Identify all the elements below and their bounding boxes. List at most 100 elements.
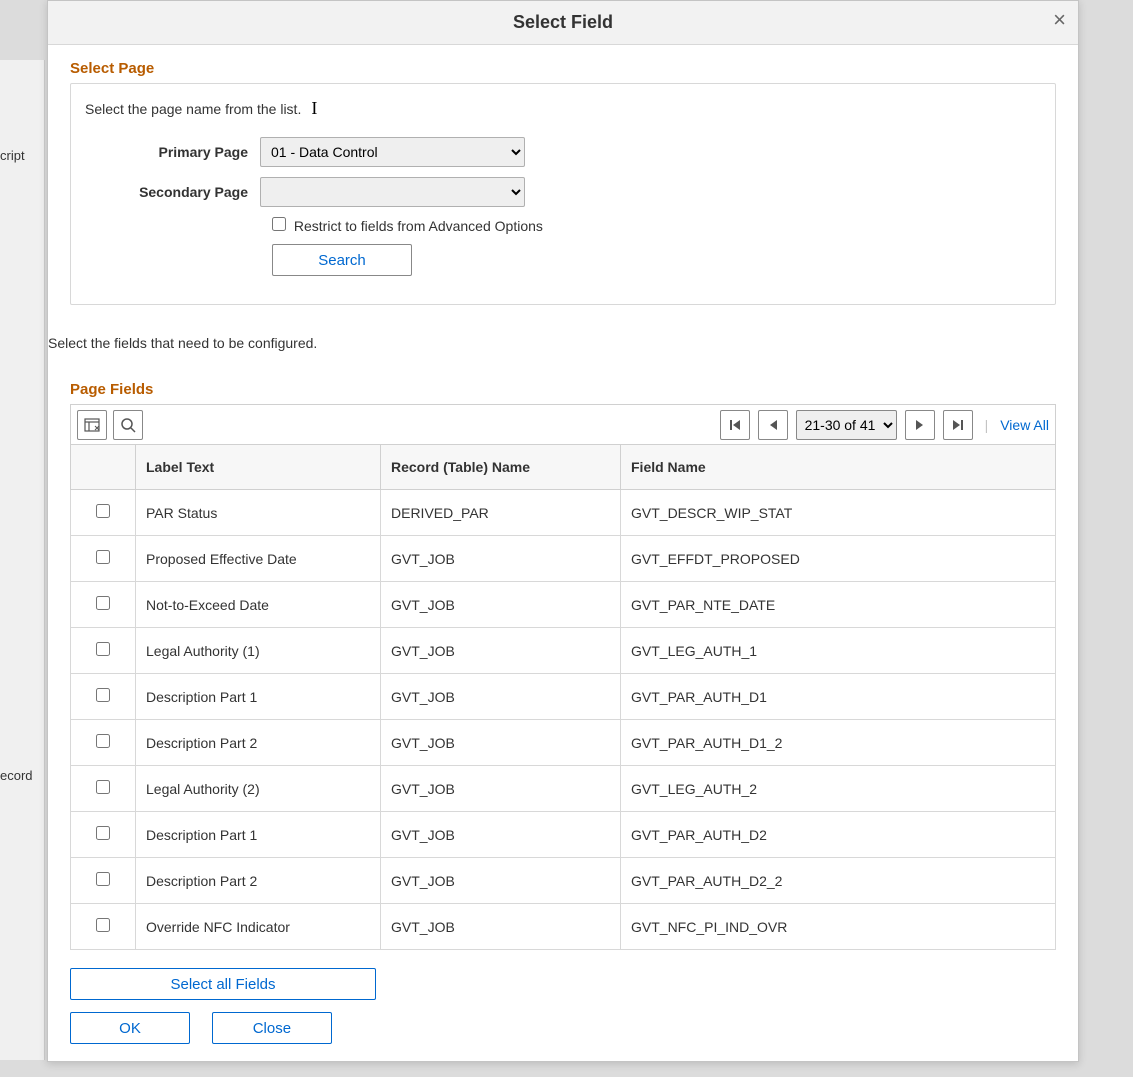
row-checkbox[interactable] xyxy=(96,642,110,656)
row-record-name: GVT_JOB xyxy=(381,766,621,812)
page-fields-grid: Label Text Record (Table) Name Field Nam… xyxy=(70,444,1056,950)
row-checkbox[interactable] xyxy=(96,918,110,932)
table-row: Override NFC IndicatorGVT_JOBGVT_NFC_PI_… xyxy=(71,904,1056,950)
table-row: Description Part 1GVT_JOBGVT_PAR_AUTH_D1 xyxy=(71,674,1056,720)
row-record-name: GVT_JOB xyxy=(381,812,621,858)
page-fields-title: Page Fields xyxy=(70,381,1056,398)
restrict-checkbox[interactable] xyxy=(272,217,286,231)
col-record-header: Record (Table) Name xyxy=(381,445,621,490)
first-page-icon[interactable] xyxy=(720,410,750,440)
row-record-name: GVT_JOB xyxy=(381,628,621,674)
row-checkbox-cell xyxy=(71,766,136,812)
bg-text-1: cript xyxy=(0,148,25,163)
col-label-header: Label Text xyxy=(136,445,381,490)
grid-toolbar: 21-30 of 41 | View All xyxy=(70,404,1056,444)
row-checkbox-cell xyxy=(71,536,136,582)
row-record-name: DERIVED_PAR xyxy=(381,490,621,536)
row-range-select[interactable]: 21-30 of 41 xyxy=(796,410,897,440)
row-field-name: GVT_PAR_NTE_DATE xyxy=(621,582,1056,628)
col-field-header: Field Name xyxy=(621,445,1056,490)
row-checkbox[interactable] xyxy=(96,826,110,840)
toolbar-divider: | xyxy=(981,417,993,433)
row-field-name: GVT_PAR_AUTH_D1_2 xyxy=(621,720,1056,766)
row-checkbox-cell xyxy=(71,858,136,904)
row-label-text: Proposed Effective Date xyxy=(136,536,381,582)
row-label-text: Description Part 2 xyxy=(136,720,381,766)
row-label-text: Override NFC Indicator xyxy=(136,904,381,950)
modal-body: Select Page Select the page name from th… xyxy=(48,45,1078,1061)
row-checkbox[interactable] xyxy=(96,504,110,518)
secondary-page-select[interactable] xyxy=(260,177,525,207)
row-checkbox-cell xyxy=(71,628,136,674)
ok-button[interactable]: OK xyxy=(70,1012,190,1044)
row-label-text: PAR Status xyxy=(136,490,381,536)
row-checkbox[interactable] xyxy=(96,734,110,748)
row-field-name: GVT_PAR_AUTH_D2 xyxy=(621,812,1056,858)
row-checkbox[interactable] xyxy=(96,872,110,886)
select-page-desc: Select the page name from the list. I xyxy=(85,98,1041,119)
row-field-name: GVT_LEG_AUTH_2 xyxy=(621,766,1056,812)
prev-page-icon[interactable] xyxy=(758,410,788,440)
primary-page-label: Primary Page xyxy=(85,144,260,160)
table-row: PAR StatusDERIVED_PARGVT_DESCR_WIP_STAT xyxy=(71,490,1056,536)
modal-header: Select Field × xyxy=(48,1,1078,45)
row-field-name: GVT_PAR_AUTH_D1 xyxy=(621,674,1056,720)
select-all-button[interactable]: Select all Fields xyxy=(70,968,376,1000)
find-icon[interactable] xyxy=(113,410,143,440)
background-panel xyxy=(0,60,45,1060)
row-checkbox[interactable] xyxy=(96,550,110,564)
row-checkbox-cell xyxy=(71,812,136,858)
row-checkbox[interactable] xyxy=(96,688,110,702)
row-checkbox[interactable] xyxy=(96,780,110,794)
row-field-name: GVT_NFC_PI_IND_OVR xyxy=(621,904,1056,950)
table-row: Legal Authority (1)GVT_JOBGVT_LEG_AUTH_1 xyxy=(71,628,1056,674)
primary-page-select[interactable]: 01 - Data Control xyxy=(260,137,525,167)
select-page-box: Select the page name from the list. I Pri… xyxy=(70,83,1056,305)
select-page-desc-text: Select the page name from the list. xyxy=(85,101,301,117)
row-field-name: GVT_LEG_AUTH_1 xyxy=(621,628,1056,674)
row-label-text: Description Part 2 xyxy=(136,858,381,904)
table-row: Legal Authority (2)GVT_JOBGVT_LEG_AUTH_2 xyxy=(71,766,1056,812)
last-page-icon[interactable] xyxy=(943,410,973,440)
table-row: Proposed Effective DateGVT_JOBGVT_EFFDT_… xyxy=(71,536,1056,582)
row-record-name: GVT_JOB xyxy=(381,904,621,950)
row-checkbox-cell xyxy=(71,490,136,536)
row-record-name: GVT_JOB xyxy=(381,674,621,720)
row-label-text: Description Part 1 xyxy=(136,812,381,858)
row-label-text: Description Part 1 xyxy=(136,674,381,720)
row-checkbox-cell xyxy=(71,674,136,720)
row-field-name: GVT_EFFDT_PROPOSED xyxy=(621,536,1056,582)
text-cursor-icon: I xyxy=(311,98,317,119)
table-row: Not-to-Exceed DateGVT_JOBGVT_PAR_NTE_DAT… xyxy=(71,582,1056,628)
col-checkbox-header xyxy=(71,445,136,490)
row-checkbox-cell xyxy=(71,582,136,628)
row-label-text: Legal Authority (2) xyxy=(136,766,381,812)
row-record-name: GVT_JOB xyxy=(381,858,621,904)
table-row: Description Part 1GVT_JOBGVT_PAR_AUTH_D2 xyxy=(71,812,1056,858)
next-page-icon[interactable] xyxy=(905,410,935,440)
close-button[interactable]: Close xyxy=(212,1012,332,1044)
row-label-text: Legal Authority (1) xyxy=(136,628,381,674)
select-field-modal: Select Field × Select Page Select the pa… xyxy=(47,0,1079,1062)
secondary-page-label: Secondary Page xyxy=(85,184,260,200)
modal-title: Select Field xyxy=(513,12,613,33)
row-label-text: Not-to-Exceed Date xyxy=(136,582,381,628)
close-icon[interactable]: × xyxy=(1053,9,1066,31)
bg-text-2: ecord xyxy=(0,768,33,783)
table-row: Description Part 2GVT_JOBGVT_PAR_AUTH_D2… xyxy=(71,858,1056,904)
view-all-link[interactable]: View All xyxy=(1000,417,1049,433)
row-checkbox-cell xyxy=(71,904,136,950)
restrict-label: Restrict to fields from Advanced Options xyxy=(294,218,543,234)
row-checkbox-cell xyxy=(71,720,136,766)
grid-header-row: Label Text Record (Table) Name Field Nam… xyxy=(71,445,1056,490)
table-row: Description Part 2GVT_JOBGVT_PAR_AUTH_D1… xyxy=(71,720,1056,766)
row-record-name: GVT_JOB xyxy=(381,720,621,766)
action-buttons: Select all Fields OK Close xyxy=(70,968,1056,1044)
row-checkbox[interactable] xyxy=(96,596,110,610)
search-button[interactable]: Search xyxy=(272,244,412,276)
personalize-icon[interactable] xyxy=(77,410,107,440)
row-field-name: GVT_DESCR_WIP_STAT xyxy=(621,490,1056,536)
row-field-name: GVT_PAR_AUTH_D2_2 xyxy=(621,858,1056,904)
select-page-title: Select Page xyxy=(70,60,1056,77)
row-record-name: GVT_JOB xyxy=(381,536,621,582)
